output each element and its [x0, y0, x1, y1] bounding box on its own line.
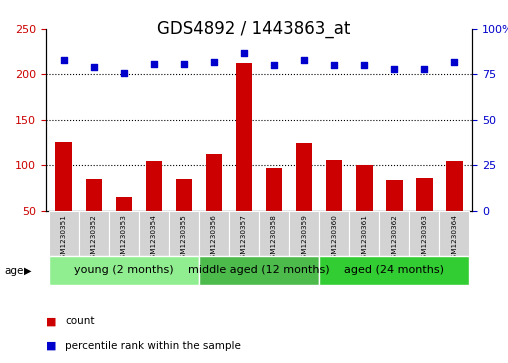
Bar	[259, 211, 289, 256]
Bar	[319, 211, 349, 256]
Text: young (2 months): young (2 months)	[74, 265, 174, 276]
Text: GDS4892 / 1443863_at: GDS4892 / 1443863_at	[157, 20, 351, 38]
Bar	[116, 197, 132, 256]
Text: GSM1230363: GSM1230363	[421, 214, 427, 263]
Point	[390, 66, 398, 72]
Bar	[356, 165, 372, 256]
Point	[330, 62, 338, 68]
Point	[240, 50, 248, 56]
Text: GSM1230356: GSM1230356	[211, 214, 217, 263]
Text: count: count	[65, 316, 94, 326]
Text: GSM1230354: GSM1230354	[151, 214, 157, 263]
Bar	[326, 160, 342, 256]
Point	[360, 62, 368, 68]
Text: ▶: ▶	[24, 266, 31, 276]
Bar	[416, 178, 433, 256]
Bar	[319, 256, 469, 285]
Text: GSM1230355: GSM1230355	[181, 214, 187, 263]
Point	[420, 66, 428, 72]
Point	[59, 57, 68, 63]
Bar	[206, 154, 223, 256]
Text: middle aged (12 months): middle aged (12 months)	[188, 265, 330, 276]
Text: GSM1230353: GSM1230353	[121, 214, 127, 263]
Bar	[49, 211, 79, 256]
Bar	[379, 211, 409, 256]
Bar	[386, 180, 402, 256]
Point	[451, 59, 459, 65]
Text: GSM1230360: GSM1230360	[331, 214, 337, 263]
Text: ■: ■	[46, 341, 56, 351]
Text: GSM1230351: GSM1230351	[61, 214, 67, 263]
Point	[90, 64, 98, 70]
Bar	[349, 211, 379, 256]
Bar	[109, 211, 139, 256]
Bar	[236, 63, 252, 256]
Text: ■: ■	[46, 316, 56, 326]
Text: GSM1230358: GSM1230358	[271, 214, 277, 263]
Point	[270, 62, 278, 68]
Bar	[139, 211, 169, 256]
Text: aged (24 months): aged (24 months)	[344, 265, 444, 276]
Text: GSM1230364: GSM1230364	[452, 214, 457, 263]
Text: GSM1230362: GSM1230362	[391, 214, 397, 263]
Bar	[49, 256, 199, 285]
Bar	[439, 211, 469, 256]
Point	[300, 57, 308, 63]
Point	[180, 61, 188, 66]
Bar	[409, 211, 439, 256]
Bar	[199, 211, 229, 256]
Bar	[176, 179, 192, 256]
Text: GSM1230361: GSM1230361	[361, 214, 367, 263]
Point	[150, 61, 158, 66]
Bar	[85, 179, 102, 256]
Text: GSM1230359: GSM1230359	[301, 214, 307, 263]
Bar	[79, 211, 109, 256]
Text: GSM1230352: GSM1230352	[91, 214, 97, 263]
Bar	[266, 168, 282, 256]
Point	[120, 70, 128, 76]
Text: age: age	[4, 266, 23, 276]
Text: percentile rank within the sample: percentile rank within the sample	[65, 341, 241, 351]
Bar	[289, 211, 319, 256]
Bar	[146, 160, 162, 256]
Bar	[169, 211, 199, 256]
Bar	[229, 211, 259, 256]
Text: GSM1230357: GSM1230357	[241, 214, 247, 263]
Point	[210, 59, 218, 65]
Bar	[296, 143, 312, 256]
Bar	[446, 160, 463, 256]
Bar	[55, 143, 72, 256]
Bar	[199, 256, 319, 285]
